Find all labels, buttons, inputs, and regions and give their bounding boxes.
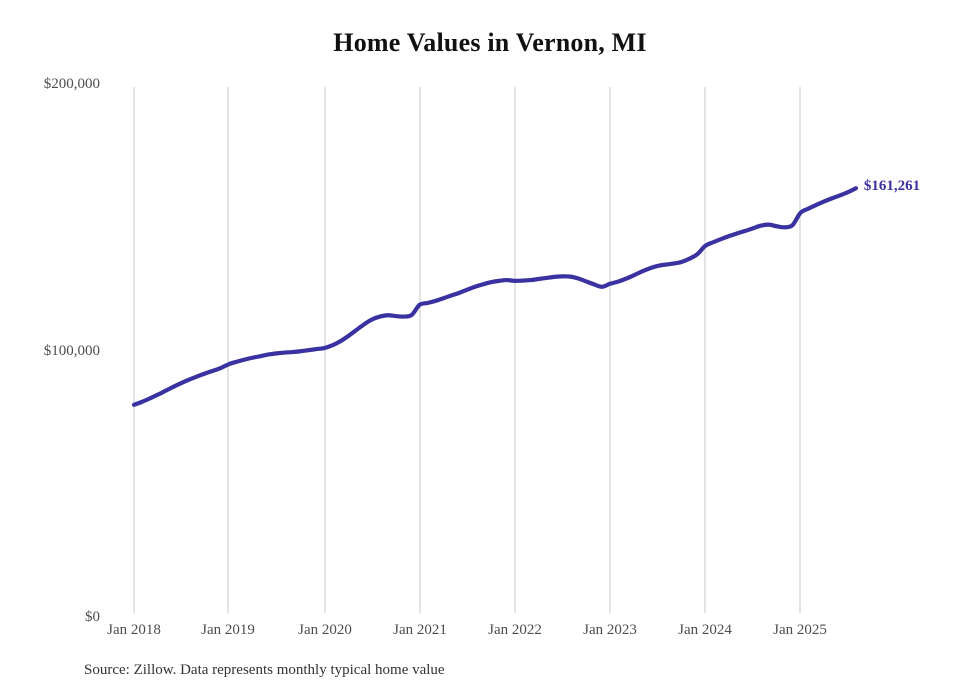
end-value-annotation: $161,261 [863, 178, 921, 195]
x-tick-label-6: Jan 2024 [678, 622, 732, 638]
x-tick-label-5: Jan 2023 [583, 622, 637, 638]
y-tick-label-1: $100,000 [43, 343, 100, 359]
x-tick-label-2: Jan 2020 [298, 622, 352, 638]
x-tick-label-4: Jan 2022 [488, 622, 542, 638]
page-title: Home Values in Vernon, MI [333, 28, 647, 57]
gridlines [133, 87, 801, 613]
x-tick-label-7: Jan 2025 [773, 622, 827, 638]
x-tick-label-3: Jan 2021 [393, 622, 447, 638]
series-line-typical-home-value [131, 186, 859, 407]
y-tick-label-2: $0 [85, 609, 100, 625]
y-tick-label-0: $200,000 [43, 76, 100, 92]
x-tick-label-1: Jan 2019 [201, 622, 255, 638]
source-note: Source: Zillow. Data represents monthly … [84, 662, 445, 678]
x-tick-label-0: Jan 2018 [107, 622, 161, 638]
